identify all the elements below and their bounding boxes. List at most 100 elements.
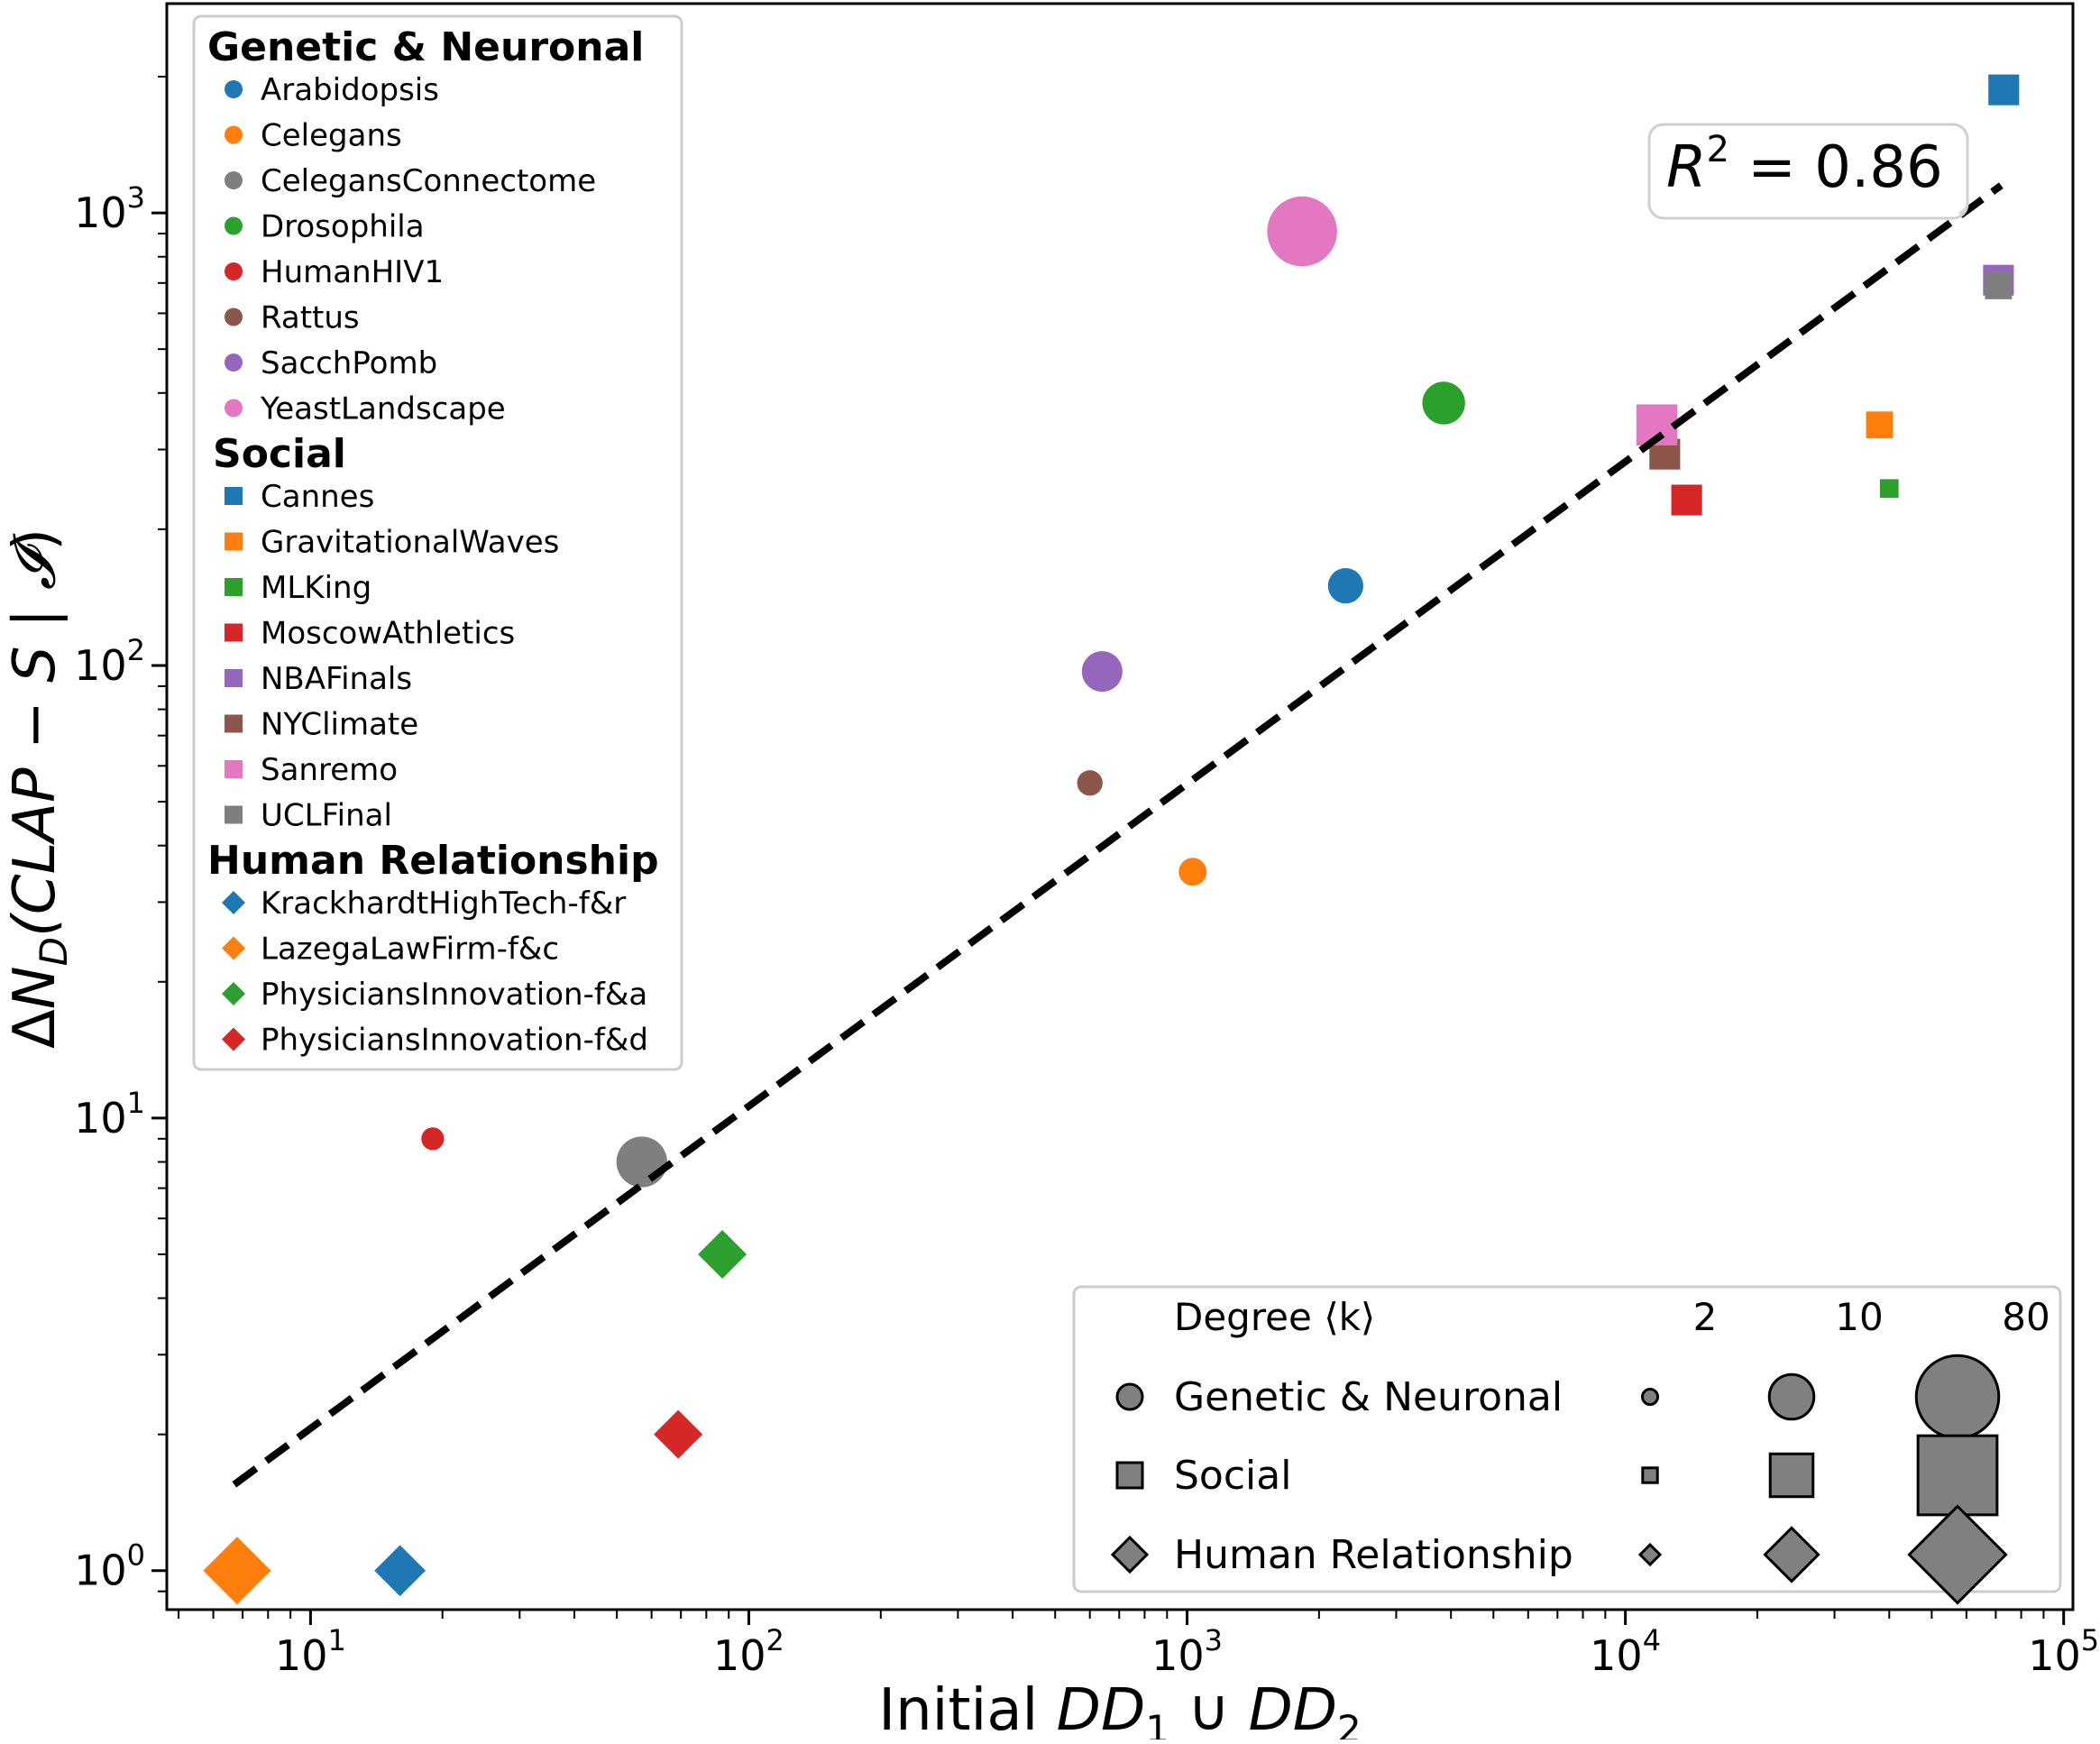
data-point-drosophila bbox=[1422, 381, 1465, 425]
y-tick-exp: 3 bbox=[127, 180, 145, 215]
x-tick-label: 105 bbox=[2028, 1623, 2099, 1680]
size-legend-marker-diamond-k10 bbox=[1763, 1526, 1820, 1583]
data-point-sacchpomb bbox=[1081, 651, 1123, 693]
r-squared-box bbox=[1647, 123, 1969, 220]
legend-marker-square bbox=[225, 714, 243, 733]
size-legend-marker-square-k2 bbox=[1641, 1466, 1659, 1484]
legend-entry-label: Cannes bbox=[261, 479, 374, 515]
data-point-celegans bbox=[1178, 858, 1207, 886]
legend-entry-label: SacchPomb bbox=[261, 345, 437, 381]
y-tick-label: 100 bbox=[74, 1538, 145, 1595]
legend-entry-label: Drosophila bbox=[261, 209, 425, 245]
legend-entry-label: GravitationalWaves bbox=[261, 525, 559, 561]
x-tick-base: 10 bbox=[1151, 1631, 1205, 1680]
legend-marker-diamond bbox=[222, 1027, 245, 1051]
x-axis-label-b-sub: 2 bbox=[1337, 1707, 1362, 1739]
legend-entry-label: KrackhardtHighTech-f&r bbox=[261, 886, 626, 922]
data-point-humanhiv1 bbox=[421, 1127, 445, 1151]
r-squared-sup: 2 bbox=[1706, 129, 1729, 170]
y-axis-label: ΔND(CLAP − S | 𝓘) bbox=[2, 528, 76, 1049]
size-legend-marker-circle-k80 bbox=[1914, 1354, 2001, 1440]
y-axis-label-n-sub: D bbox=[32, 937, 76, 966]
y-tick-label: 101 bbox=[74, 1086, 145, 1143]
legend-marker-circle bbox=[225, 125, 243, 144]
y-axis-label-n: N bbox=[2, 966, 69, 1009]
x-axis-label-mid: ∪ bbox=[1169, 1677, 1249, 1739]
data-point-gravitationalwaves bbox=[1866, 411, 1894, 439]
data-point-celegansconnectome bbox=[616, 1136, 667, 1188]
x-axis-label-b: DD bbox=[1248, 1677, 1337, 1739]
legend-marker-circle bbox=[225, 171, 243, 189]
legend-marker-circle bbox=[225, 353, 243, 372]
legend-group-title: Social bbox=[213, 431, 346, 477]
legend-marker-circle bbox=[225, 216, 243, 235]
y-tick-label: 102 bbox=[74, 633, 145, 690]
size-legend-row-label: Social bbox=[1174, 1453, 1291, 1499]
legend-entry-label: Sanremo bbox=[261, 752, 398, 788]
r-squared-value: = 0.86 bbox=[1729, 134, 1943, 201]
data-point-uclfinal bbox=[1985, 272, 2013, 299]
size-legend-title: Degree ⟨k⟩ bbox=[1174, 1295, 1375, 1339]
y-tick-exp: 1 bbox=[127, 1086, 145, 1120]
x-tick-exp: 1 bbox=[327, 1623, 345, 1657]
r-squared-label: R2 = 0.86 bbox=[1666, 129, 1943, 201]
legend-marker-square bbox=[225, 487, 243, 505]
legend-entry-label: LazegaLawFirm-f&c bbox=[261, 932, 559, 968]
y-tick-exp: 0 bbox=[127, 1538, 145, 1573]
category-legend-box bbox=[192, 14, 683, 1071]
x-tick-label: 101 bbox=[275, 1623, 346, 1680]
data-point-lazegalawfirm-f-c bbox=[203, 1537, 271, 1605]
legend-entry-label: YeastLandscape bbox=[260, 391, 506, 427]
legend-entry-label: PhysiciansInnovation-f&a bbox=[261, 977, 647, 1013]
size-legend-row-marker-square bbox=[1115, 1461, 1144, 1490]
x-tick-base: 10 bbox=[2028, 1631, 2081, 1680]
legend-entry-label: NBAFinals bbox=[261, 661, 412, 697]
y-axis-label-delta: Δ bbox=[2, 1009, 69, 1049]
legend-marker-square bbox=[225, 805, 243, 824]
legend-entry-label: MoscowAthletics bbox=[261, 616, 515, 652]
data-point-krackhardthightech-f-r bbox=[374, 1545, 426, 1597]
legend-marker-circle bbox=[225, 307, 243, 326]
data-point-physiciansinnovation-f-d bbox=[654, 1409, 703, 1459]
x-tick-label: 103 bbox=[1151, 1623, 1223, 1680]
size-legend-degree: 80 bbox=[2002, 1295, 2050, 1339]
data-point-mlking bbox=[1879, 479, 1899, 499]
legend-group-title: Human Relationship bbox=[207, 838, 659, 884]
legend-entry-label: CelegansConnectome bbox=[261, 163, 596, 199]
x-tick-label: 104 bbox=[1590, 1623, 1661, 1680]
x-tick-base: 10 bbox=[1590, 1631, 1643, 1680]
legend-entry-label: NYClimate bbox=[261, 707, 418, 743]
legend-marker-square bbox=[225, 669, 243, 687]
size-legend-marker-circle-k10 bbox=[1767, 1372, 1816, 1421]
size-legend-degree: 10 bbox=[1835, 1295, 1883, 1339]
size-legend-row-label: Genetic & Neuronal bbox=[1174, 1374, 1563, 1420]
legend-marker-square bbox=[225, 623, 243, 642]
legend-group-title: Genetic & Neuronal bbox=[207, 24, 644, 70]
x-axis-label: Initial DD1 ∪ DD2 bbox=[878, 1677, 1362, 1739]
size-legend-row-marker-circle bbox=[1115, 1382, 1144, 1411]
legend-entry-label: Celegans bbox=[261, 118, 402, 154]
y-tick-base: 10 bbox=[74, 1094, 127, 1143]
data-point-physiciansinnovation-f-a bbox=[698, 1229, 747, 1279]
legend-entry-label: Arabidopsis bbox=[261, 72, 439, 108]
legend-marker-circle bbox=[225, 262, 243, 280]
legend-entry-label: MLKing bbox=[261, 570, 371, 606]
legend-marker-circle bbox=[225, 80, 243, 98]
legend-entry-label: UCLFinal bbox=[261, 798, 392, 834]
x-axis-label-a-sub: 1 bbox=[1145, 1707, 1169, 1739]
y-tick-base: 10 bbox=[74, 641, 127, 690]
size-legend-marker-square-k10 bbox=[1768, 1452, 1815, 1499]
size-legend-marker-square-k80 bbox=[1916, 1434, 1999, 1517]
y-tick-base: 10 bbox=[74, 188, 127, 237]
y-tick-exp: 2 bbox=[127, 633, 145, 667]
y-tick-base: 10 bbox=[74, 1547, 127, 1595]
legend-entry-label: Rattus bbox=[261, 300, 360, 336]
legend-marker-square bbox=[225, 532, 243, 551]
legend-marker-diamond bbox=[222, 936, 245, 960]
size-legend-degree: 2 bbox=[1693, 1295, 1718, 1339]
x-tick-exp: 2 bbox=[766, 1623, 784, 1657]
x-axis-label-a: DD bbox=[1057, 1677, 1146, 1739]
size-legend-row-label: Human Relationship bbox=[1174, 1532, 1573, 1578]
